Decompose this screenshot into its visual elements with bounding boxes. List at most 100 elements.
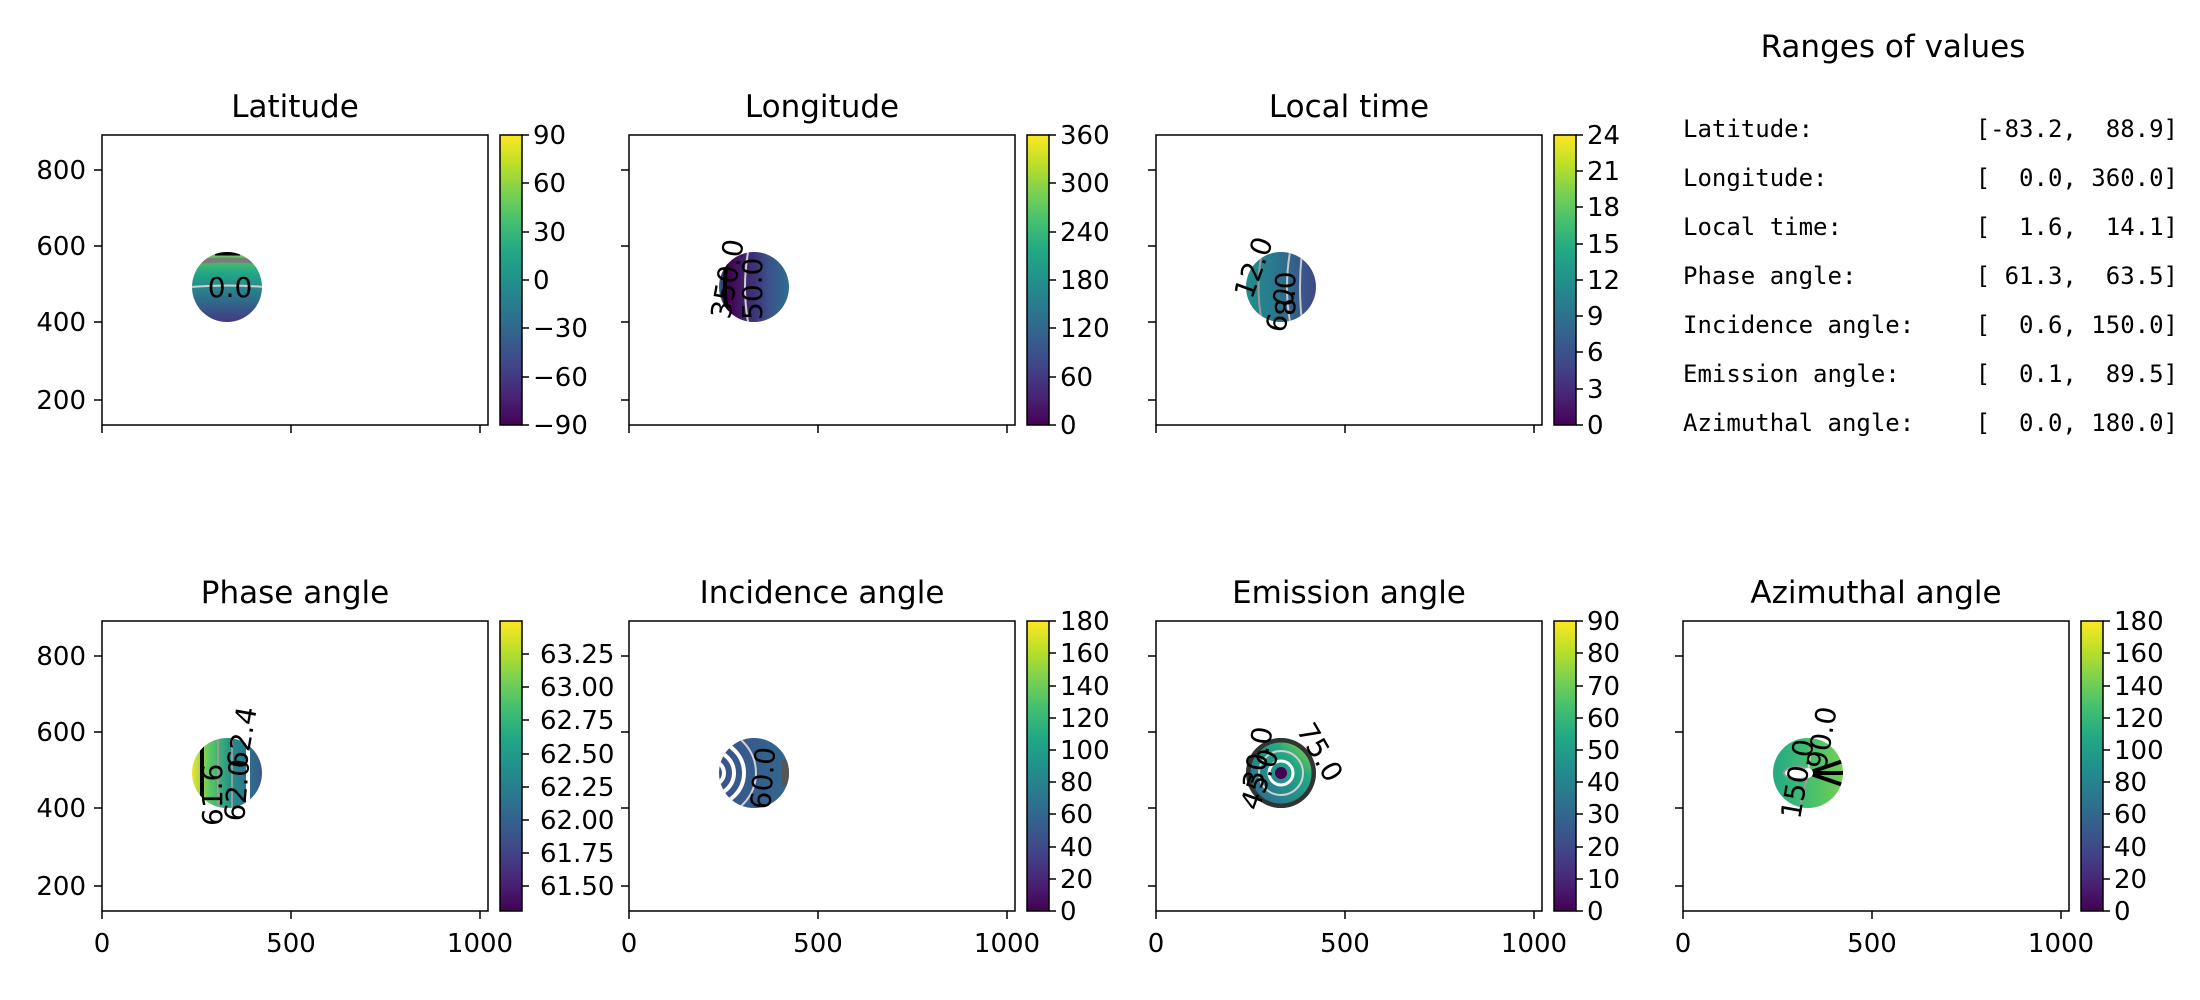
cb-tick-label: 90 bbox=[1587, 607, 1620, 637]
contour-line bbox=[1799, 772, 1809, 808]
colorbar: 0 10 20 30 40 50 60 70 80 90 bbox=[1553, 607, 1620, 927]
cb-tick-label: 180 bbox=[2114, 607, 2164, 637]
cb-tick-label: 24 bbox=[1587, 121, 1620, 151]
ranges-list: Latitude: [-83.2, 88.9] Longitude: [ 0.0… bbox=[1683, 115, 2178, 437]
cb-tick-label: 20 bbox=[1587, 833, 1620, 863]
contour-label: 50.0 bbox=[736, 258, 769, 320]
x-tick-label: 1000 bbox=[1501, 929, 1567, 959]
cb-tick-label: 61.50 bbox=[540, 872, 614, 902]
y-axis: 200 400 600 800 bbox=[36, 642, 102, 902]
panel-phase-angle: Phase angle 62.4 62.0 61.6 200 400 600 8… bbox=[36, 575, 614, 959]
contour-line bbox=[1267, 759, 1295, 787]
range-label: Latitude: bbox=[1683, 115, 1813, 143]
x-tick-label: 0 bbox=[1148, 929, 1165, 959]
cb-tick-label: 60 bbox=[1587, 704, 1620, 734]
range-label: Longitude: bbox=[1683, 164, 1828, 192]
cb-tick-label: 20 bbox=[1060, 865, 1093, 895]
cb-tick-label: 0 bbox=[1060, 897, 1077, 927]
contour-line bbox=[192, 284, 262, 288]
x-axis bbox=[101, 425, 481, 433]
x-axis bbox=[1155, 425, 1535, 433]
contour-line bbox=[1807, 739, 1813, 774]
y-axis: 200 400 600 800 bbox=[36, 156, 102, 416]
x-tick-label: 500 bbox=[793, 929, 843, 959]
range-value: [ 0.1, 89.5] bbox=[1976, 360, 2178, 388]
x-tick-label: 1000 bbox=[447, 929, 513, 959]
cb-tick-label: 100 bbox=[1060, 736, 1110, 766]
range-value: [ 0.6, 150.0] bbox=[1976, 311, 2178, 339]
ranges-title: Ranges of values bbox=[1761, 29, 2026, 65]
range-label: Incidence angle: bbox=[1683, 311, 1914, 339]
x-tick-label: 500 bbox=[1847, 929, 1897, 959]
cb-tick-label: 63.00 bbox=[540, 673, 614, 703]
colorbar-ticks: −90 −60 −30 0 30 60 90 bbox=[522, 121, 588, 441]
panel-latitude: Latitude 0.0 200 400 600 800 bbox=[36, 89, 588, 441]
colorbar-ramp bbox=[1026, 620, 1050, 912]
cb-tick-label: 80 bbox=[2114, 768, 2147, 798]
y-axis bbox=[621, 169, 629, 401]
cb-tick-label: 0 bbox=[1587, 897, 1604, 927]
image-disc bbox=[1246, 738, 1316, 808]
contour-label: 61.6 bbox=[196, 764, 229, 826]
shadow-edge bbox=[782, 760, 789, 786]
y-tick-label: 800 bbox=[36, 642, 86, 672]
range-value: [ 0.0, 180.0] bbox=[1976, 409, 2178, 437]
cb-tick-label: 120 bbox=[2114, 704, 2164, 734]
y-tick-label: 200 bbox=[36, 386, 86, 416]
cb-tick-label: 80 bbox=[1587, 639, 1620, 669]
cb-tick-label: 240 bbox=[1060, 218, 1110, 248]
cb-tick-label: 0 bbox=[533, 266, 550, 296]
colorbar: 0 20 40 60 80 100 120 140 160 180 bbox=[1026, 607, 1110, 927]
cb-tick-label: 160 bbox=[2114, 639, 2164, 669]
cb-tick-label: 63.25 bbox=[540, 640, 614, 670]
range-value: [ 0.0, 360.0] bbox=[1976, 164, 2178, 192]
contour-line bbox=[1286, 252, 1291, 322]
x-axis: 0 500 1000 bbox=[621, 911, 1040, 959]
cb-tick-label: 18 bbox=[1587, 193, 1620, 223]
plot-area bbox=[101, 134, 489, 426]
contour-center bbox=[1803, 768, 1813, 778]
plot-area bbox=[1682, 620, 2070, 912]
colorbar: −90 −60 −30 0 30 60 90 bbox=[499, 121, 588, 441]
panel-title: Latitude bbox=[231, 89, 359, 125]
colorbar-ramp bbox=[1553, 620, 1577, 912]
cb-tick-label: 160 bbox=[1060, 639, 1110, 669]
y-tick-label: 200 bbox=[36, 872, 86, 902]
panel-longitude: Longitude 350.0 50.0 bbox=[621, 89, 1110, 441]
colorbar: 61.50 61.75 62.00 62.25 62.50 62.75 63.0… bbox=[499, 620, 614, 912]
image-disc bbox=[1246, 252, 1316, 322]
cb-tick-label: 62.25 bbox=[540, 773, 614, 803]
ranges-panel: Ranges of values Latitude: [-83.2, 88.9]… bbox=[1683, 29, 2178, 437]
x-tick-label: 1000 bbox=[974, 929, 1040, 959]
contour-label: 62.0 bbox=[218, 758, 256, 823]
cb-tick-label: 120 bbox=[1060, 704, 1110, 734]
cb-tick-label: 60 bbox=[2114, 800, 2147, 830]
contour-line bbox=[719, 759, 726, 787]
colorbar-ramp bbox=[1553, 134, 1577, 426]
panel-title: Azimuthal angle bbox=[1750, 575, 2001, 611]
plot-area bbox=[628, 134, 1016, 426]
contour-label: 0.0 bbox=[208, 271, 253, 304]
x-axis bbox=[628, 425, 1008, 433]
y-tick-label: 600 bbox=[36, 718, 86, 748]
colorbar: 0 20 40 60 80 100 120 140 160 180 bbox=[2080, 607, 2164, 927]
cb-tick-label: 80 bbox=[1060, 768, 1093, 798]
y-axis bbox=[621, 655, 629, 887]
cb-tick-label: 10 bbox=[1587, 865, 1620, 895]
colorbar-ramp bbox=[1026, 134, 1050, 426]
range-label: Emission angle: bbox=[1683, 360, 1900, 388]
y-axis bbox=[1148, 169, 1156, 401]
cb-tick-label: −60 bbox=[533, 363, 588, 393]
cb-tick-label: 90 bbox=[533, 121, 566, 151]
cb-tick-label: 20 bbox=[2114, 865, 2147, 895]
cb-tick-label: 40 bbox=[1060, 833, 1093, 863]
panel-title: Local time bbox=[1269, 89, 1429, 125]
cb-tick-label: 140 bbox=[1060, 672, 1110, 702]
x-tick-label: 0 bbox=[1675, 929, 1692, 959]
disc-fill bbox=[719, 738, 789, 808]
cb-tick-label: 61.75 bbox=[540, 839, 614, 869]
colorbar-ramp bbox=[499, 134, 523, 426]
range-value: [-83.2, 88.9] bbox=[1976, 115, 2178, 143]
y-tick-label: 400 bbox=[36, 794, 86, 824]
